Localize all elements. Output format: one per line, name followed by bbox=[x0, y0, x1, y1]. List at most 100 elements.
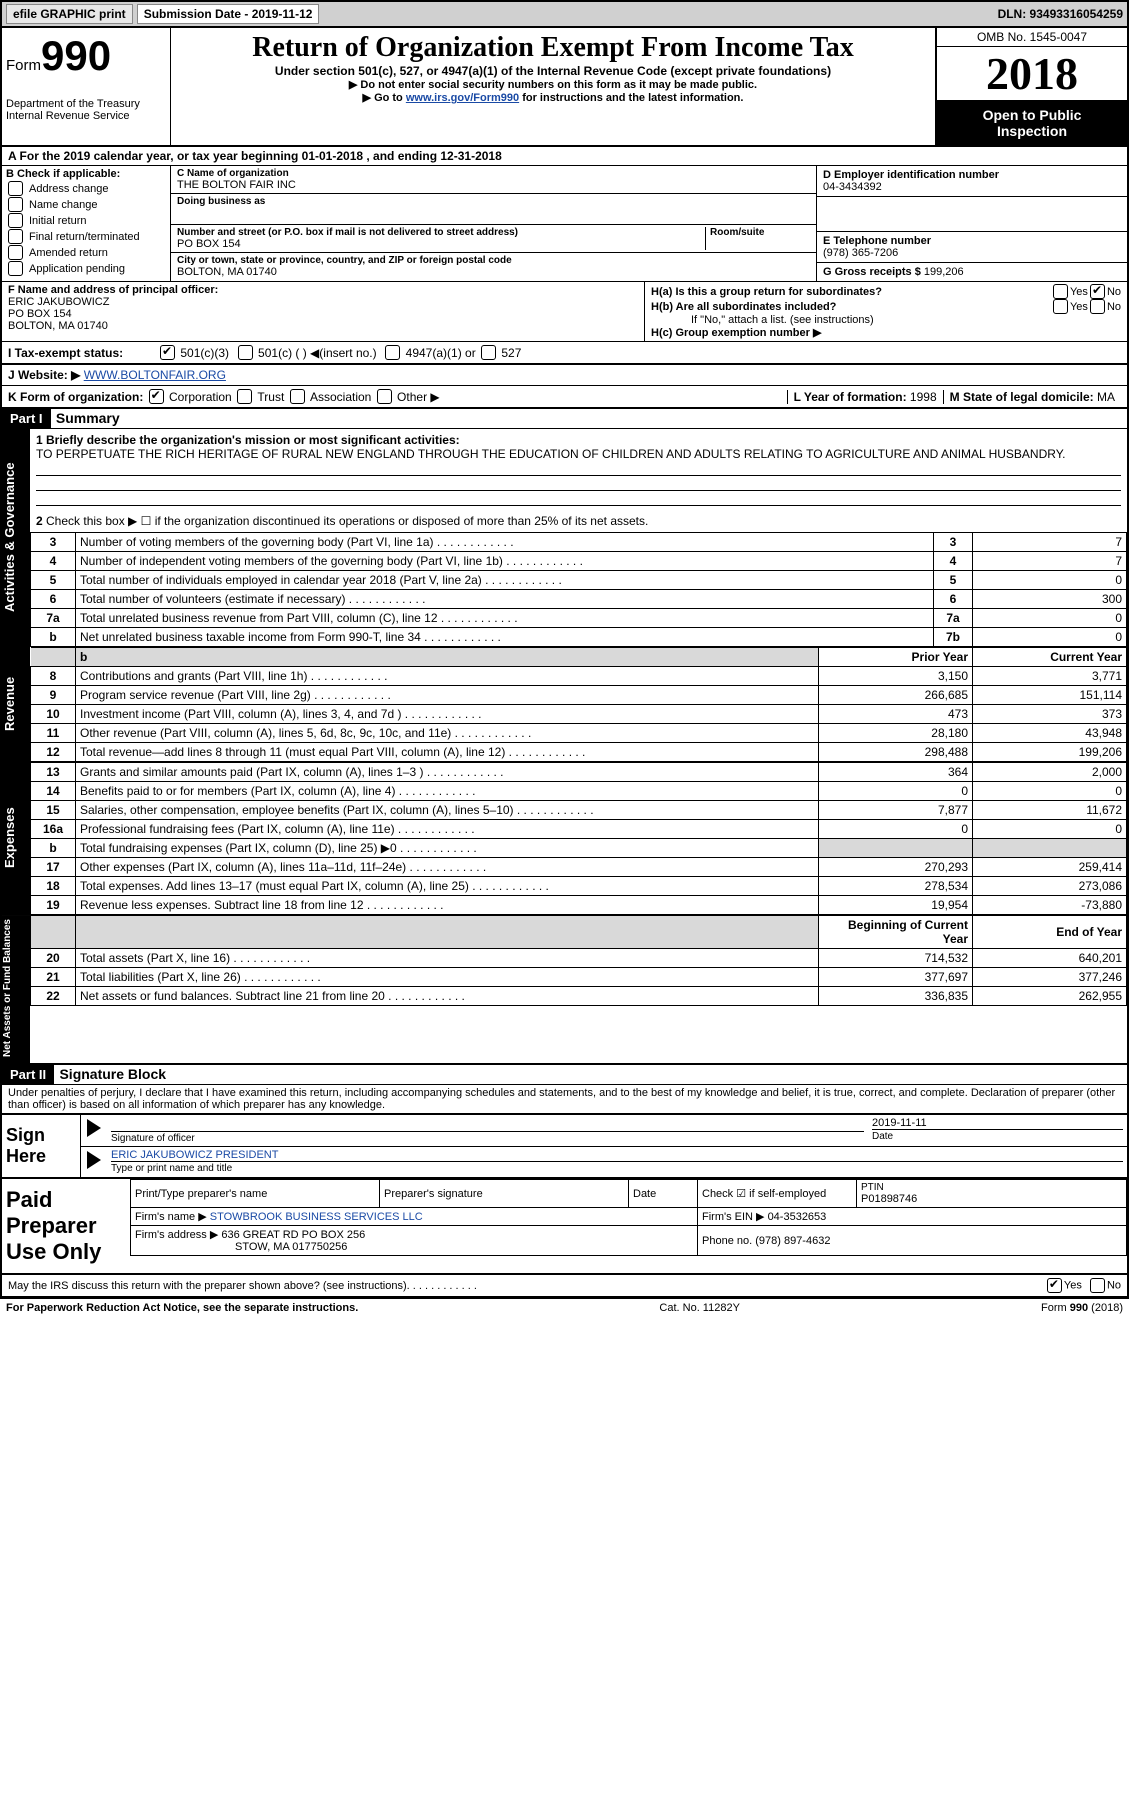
ptin: P01898746 bbox=[861, 1193, 1122, 1205]
note-link: ▶ Go to www.irs.gov/Form990 for instruct… bbox=[177, 91, 929, 104]
table-row: 16aProfessional fundraising fees (Part I… bbox=[31, 820, 1127, 839]
table-row: 19Revenue less expenses. Subtract line 1… bbox=[31, 896, 1127, 915]
table-row: 22Net assets or fund balances. Subtract … bbox=[31, 987, 1127, 1006]
cb-other[interactable] bbox=[377, 389, 392, 404]
vlabel-expenses: Expenses bbox=[2, 762, 30, 915]
table-row: 7aTotal unrelated business revenue from … bbox=[31, 609, 1127, 628]
vlabel-net: Net Assets or Fund Balances bbox=[2, 915, 30, 1063]
dept-treasury: Department of the Treasury bbox=[6, 98, 166, 110]
omb-number: OMB No. 1545-0047 bbox=[937, 28, 1127, 47]
paid-preparer-label: Paid Preparer Use Only bbox=[2, 1179, 130, 1273]
cb-initial-return[interactable] bbox=[8, 213, 23, 228]
officer-name-title: ERIC JAKUBOWICZ PRESIDENT bbox=[111, 1149, 1123, 1161]
table-row: 12Total revenue—add lines 8 through 11 (… bbox=[31, 743, 1127, 762]
year-formation: 1998 bbox=[910, 390, 937, 404]
form-990-page: efile GRAPHIC print Submission Date - 20… bbox=[0, 0, 1129, 1298]
expenses-table: 13Grants and similar amounts paid (Part … bbox=[30, 762, 1127, 915]
form990-link[interactable]: www.irs.gov/Form990 bbox=[406, 92, 519, 104]
revenue-table: bPrior YearCurrent Year 8Contributions a… bbox=[30, 647, 1127, 762]
sign-here-block: Sign Here Signature of officer 2019-11-1… bbox=[2, 1113, 1127, 1177]
discuss-row: May the IRS discuss this return with the… bbox=[2, 1275, 1127, 1296]
q2-checkbox-line: 2 Check this box ▶ ☐ if the organization… bbox=[30, 510, 1127, 532]
discuss-no[interactable] bbox=[1090, 1278, 1105, 1293]
table-row: 21Total liabilities (Part X, line 26)377… bbox=[31, 968, 1127, 987]
line-a-tax-year: A For the 2019 calendar year, or tax yea… bbox=[2, 147, 1127, 166]
discuss-yes[interactable] bbox=[1047, 1278, 1062, 1293]
table-row: 11Other revenue (Part VIII, column (A), … bbox=[31, 724, 1127, 743]
officer-name: ERIC JAKUBOWICZ bbox=[8, 296, 638, 308]
table-row: 18Total expenses. Add lines 13–17 (must … bbox=[31, 877, 1127, 896]
part1-revenue: Revenue bPrior YearCurrent Year 8Contrib… bbox=[2, 647, 1127, 762]
cb-amended[interactable] bbox=[8, 245, 23, 260]
paid-preparer-block: Paid Preparer Use Only Print/Type prepar… bbox=[2, 1177, 1127, 1275]
efile-print-button[interactable]: efile GRAPHIC print bbox=[6, 4, 133, 24]
line-klm: K Form of organization: Corporation Trus… bbox=[2, 386, 1127, 409]
table-row: 5Total number of individuals employed in… bbox=[31, 571, 1127, 590]
cb-trust[interactable] bbox=[237, 389, 252, 404]
firm-address: 636 GREAT RD PO BOX 256 bbox=[221, 1229, 365, 1241]
submission-date: Submission Date - 2019-11-12 bbox=[137, 4, 320, 24]
sig-date: 2019-11-11 bbox=[872, 1117, 1123, 1129]
table-row: 17Other expenses (Part IX, column (A), l… bbox=[31, 858, 1127, 877]
arrow-icon bbox=[87, 1119, 101, 1137]
org-name: THE BOLTON FAIR INC bbox=[177, 179, 810, 191]
telephone: (978) 365-7206 bbox=[823, 247, 1121, 259]
firm-ein: 04-3532653 bbox=[768, 1211, 827, 1223]
table-row: 4Number of independent voting members of… bbox=[31, 552, 1127, 571]
perjury-declaration: Under penalties of perjury, I declare th… bbox=[2, 1085, 1127, 1113]
table-row: 9Program service revenue (Part VIII, lin… bbox=[31, 686, 1127, 705]
governance-table: 3Number of voting members of the governi… bbox=[30, 532, 1127, 647]
table-row: 20Total assets (Part X, line 16)714,5326… bbox=[31, 949, 1127, 968]
box-f: F Name and address of principal officer:… bbox=[2, 282, 645, 341]
cb-4947[interactable] bbox=[385, 345, 400, 360]
tax-year: 2018 bbox=[937, 47, 1127, 101]
row-fh: F Name and address of principal officer:… bbox=[2, 282, 1127, 342]
cb-501c3[interactable] bbox=[160, 345, 175, 360]
vlabel-revenue: Revenue bbox=[2, 647, 30, 762]
table-row: 13Grants and similar amounts paid (Part … bbox=[31, 763, 1127, 782]
form-header: Form990 Department of the Treasury Inter… bbox=[2, 28, 1127, 147]
top-bar: efile GRAPHIC print Submission Date - 20… bbox=[2, 2, 1127, 28]
subtitle: Under section 501(c), 527, or 4947(a)(1)… bbox=[177, 64, 929, 78]
part1-expenses: Expenses 13Grants and similar amounts pa… bbox=[2, 762, 1127, 915]
table-row: 10Investment income (Part VIII, column (… bbox=[31, 705, 1127, 724]
cb-527[interactable] bbox=[481, 345, 496, 360]
firm-name: STOWBROOK BUSINESS SERVICES LLC bbox=[210, 1211, 423, 1223]
website-link[interactable]: WWW.BOLTONFAIR.ORG bbox=[84, 368, 226, 382]
table-row: bTotal fundraising expenses (Part IX, co… bbox=[31, 839, 1127, 858]
vlabel-governance: Activities & Governance bbox=[2, 429, 30, 647]
irs: Internal Revenue Service bbox=[6, 110, 166, 122]
cb-501c[interactable] bbox=[238, 345, 253, 360]
line-i-tax-status: I Tax-exempt status: 501(c)(3) 501(c) ( … bbox=[2, 342, 1127, 365]
hb-no[interactable] bbox=[1090, 299, 1105, 314]
header-block-bcdeg: B Check if applicable: Address change Na… bbox=[2, 166, 1127, 282]
form-ref: Form 990 (2018) bbox=[1041, 1302, 1123, 1314]
ha-no[interactable] bbox=[1090, 284, 1105, 299]
table-row: 15Salaries, other compensation, employee… bbox=[31, 801, 1127, 820]
hb-yes[interactable] bbox=[1053, 299, 1068, 314]
cb-name-change[interactable] bbox=[8, 197, 23, 212]
table-row: 8Contributions and grants (Part VIII, li… bbox=[31, 667, 1127, 686]
table-row: bNet unrelated business taxable income f… bbox=[31, 628, 1127, 647]
city-state-zip: BOLTON, MA 01740 bbox=[177, 266, 810, 278]
cb-corp[interactable] bbox=[149, 389, 164, 404]
cb-final-return[interactable] bbox=[8, 229, 23, 244]
firm-phone: (978) 897-4632 bbox=[755, 1235, 830, 1247]
netassets-table: Beginning of Current YearEnd of Year 20T… bbox=[30, 915, 1127, 1006]
cb-address-change[interactable] bbox=[8, 181, 23, 196]
form-number: Form990 bbox=[6, 32, 166, 80]
arrow-icon bbox=[87, 1151, 101, 1169]
state-domicile: MA bbox=[1097, 390, 1115, 404]
page-footer: For Paperwork Reduction Act Notice, see … bbox=[0, 1298, 1129, 1317]
check-b: B Check if applicable: Address change Na… bbox=[2, 166, 171, 281]
box-de: D Employer identification number 04-3434… bbox=[816, 166, 1127, 281]
box-h: H(a) Is this a group return for subordin… bbox=[645, 282, 1127, 341]
part1-governance: Activities & Governance 1 Briefly descri… bbox=[2, 429, 1127, 647]
table-row: 3Number of voting members of the governi… bbox=[31, 533, 1127, 552]
ein: 04-3434392 bbox=[823, 181, 1121, 193]
cb-assoc[interactable] bbox=[290, 389, 305, 404]
ha-yes[interactable] bbox=[1053, 284, 1068, 299]
dln: DLN: 93493316054259 bbox=[998, 7, 1123, 21]
cb-app-pending[interactable] bbox=[8, 261, 23, 276]
table-row: 6Total number of volunteers (estimate if… bbox=[31, 590, 1127, 609]
